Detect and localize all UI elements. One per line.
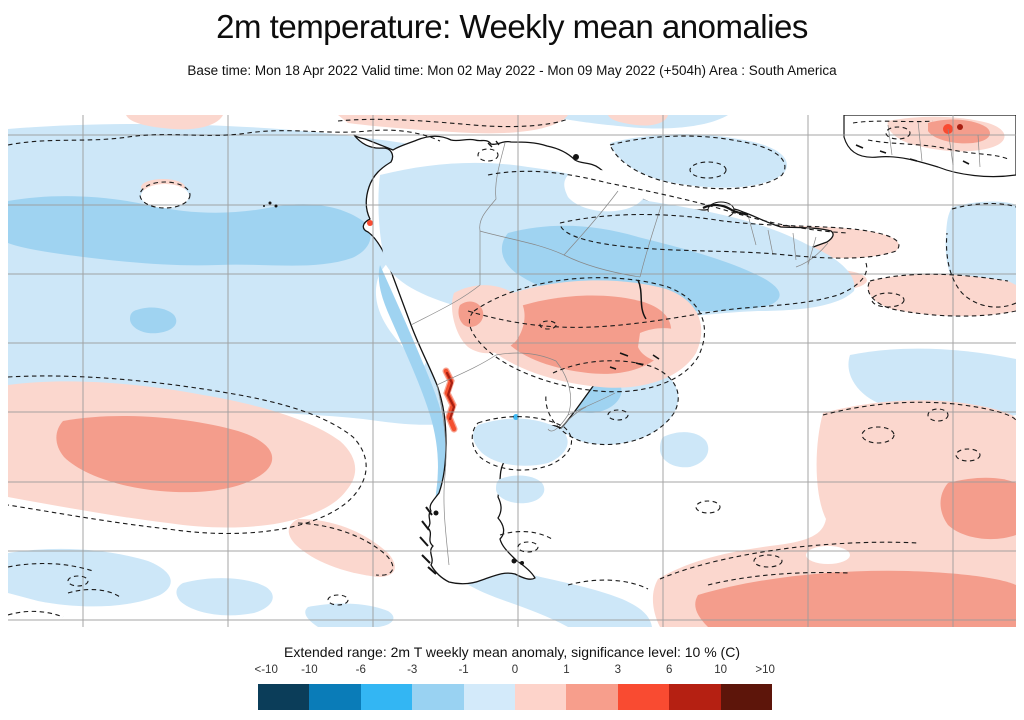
colorbar-tick: 1 bbox=[563, 664, 570, 676]
colorbar-segment bbox=[617, 684, 670, 710]
anomaly-map-svg bbox=[7, 114, 1017, 627]
colorbar-tick: -3 bbox=[407, 664, 418, 676]
chiloe-island bbox=[433, 510, 439, 516]
colorbar-tick: 3 bbox=[614, 664, 621, 676]
graticule bbox=[8, 115, 1016, 627]
colorbar-tick: -6 bbox=[355, 664, 366, 676]
colorbar-segment bbox=[515, 684, 567, 710]
galapagos-islands bbox=[268, 201, 272, 205]
country-borders bbox=[410, 120, 981, 566]
colorbar-tick: 0 bbox=[511, 664, 519, 676]
colorbar-tick: 10 bbox=[714, 664, 727, 676]
colorbar-segment bbox=[309, 684, 361, 710]
colorbar-segment bbox=[412, 684, 464, 710]
significance-contours bbox=[7, 118, 1017, 618]
colorbar bbox=[258, 684, 773, 710]
northeast-corner-landmass bbox=[843, 114, 1017, 178]
land-anomaly-fills bbox=[378, 162, 855, 504]
island-and-coast-details bbox=[263, 140, 970, 575]
anomaly-map bbox=[7, 114, 1017, 627]
amazon-mouth bbox=[702, 203, 749, 217]
colorbar-tick: -1 bbox=[458, 664, 469, 676]
colorbar-segment bbox=[258, 684, 310, 710]
colorbar-segment bbox=[566, 684, 618, 710]
colorbar-ticks: <-10 -10 -6 -3 -1 0 1 3 6 10 >10 bbox=[254, 664, 775, 678]
trinidad-island bbox=[573, 154, 579, 160]
colorbar-segment bbox=[669, 684, 721, 710]
colorbar-tick: <-10 bbox=[254, 664, 278, 676]
colorbar-tick: >10 bbox=[755, 664, 775, 676]
colorbar-tick: 6 bbox=[665, 664, 673, 676]
colorbar-segment bbox=[463, 684, 516, 710]
sao-francisco-river bbox=[637, 279, 647, 320]
colorbar-segment bbox=[720, 684, 773, 710]
falkland-islands bbox=[511, 558, 517, 564]
colorbar-segment bbox=[360, 684, 413, 710]
patagonian-fjords bbox=[419, 506, 437, 575]
page-subtitle: Base time: Mon 18 Apr 2022 Valid time: M… bbox=[187, 63, 837, 78]
andes-warm-streak bbox=[367, 220, 458, 433]
colorbar-tick: -10 bbox=[301, 664, 318, 676]
colorbar-caption: Extended range: 2m T weekly mean anomaly… bbox=[283, 644, 740, 660]
page-title: 2m temperature: Weekly mean anomalies bbox=[216, 8, 808, 45]
